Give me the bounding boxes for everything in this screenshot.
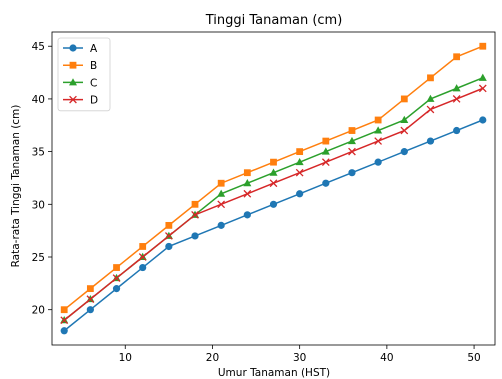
data-point: [112, 285, 121, 293]
data-point: [478, 84, 487, 93]
data-point: [400, 126, 409, 135]
data-point: [295, 157, 304, 166]
data-point: [217, 221, 225, 229]
data-point: [86, 285, 94, 293]
data-point: [270, 158, 277, 166]
data-point: [217, 189, 226, 197]
data-point: [269, 179, 278, 188]
data-point: [348, 147, 356, 156]
data-point: [165, 242, 173, 251]
data-point: [165, 221, 173, 229]
data-point: [164, 232, 173, 240]
data-point: [400, 95, 408, 103]
data-point: [322, 179, 330, 187]
x-tick-label: 40: [380, 352, 393, 364]
series-c: [60, 73, 487, 324]
x-tick-label: 10: [119, 352, 132, 364]
x-tick-label: 20: [206, 352, 219, 364]
data-point: [348, 169, 356, 177]
legend-label: D: [90, 95, 98, 107]
y-tick-label: 45: [32, 41, 45, 53]
data-point: [191, 200, 199, 208]
y-tick-label: 25: [32, 252, 45, 264]
axes-frame: [51, 31, 496, 346]
data-point: [426, 105, 435, 114]
x-tick-label: 50: [467, 352, 480, 364]
data-point: [243, 211, 251, 219]
data-point: [321, 147, 330, 155]
y-tick-label: 20: [32, 305, 45, 317]
data-point: [479, 42, 487, 50]
data-point: [452, 95, 461, 103]
data-point: [400, 115, 409, 123]
legend-label: A: [90, 43, 98, 55]
legend-item: C: [63, 77, 97, 89]
data-point: [269, 168, 278, 176]
data-point: [217, 200, 226, 209]
y-tick-label: 35: [32, 147, 45, 159]
data-point: [321, 158, 330, 167]
y-tick-label: 30: [32, 199, 45, 211]
legend-marker: [69, 44, 77, 52]
legend-frame: [57, 37, 111, 112]
legend-label: B: [90, 60, 97, 72]
data-point: [427, 74, 434, 82]
data-point: [426, 94, 435, 102]
data-point: [322, 137, 330, 145]
data-point: [374, 126, 383, 134]
data-point: [295, 168, 304, 177]
legend-item: A: [63, 43, 98, 55]
data-point: [191, 232, 199, 240]
legend-item: D: [63, 95, 98, 107]
data-point: [86, 295, 95, 304]
legend-marker: [69, 78, 77, 86]
data-point: [60, 306, 68, 314]
data-point: [426, 137, 435, 145]
data-point: [347, 136, 356, 145]
data-point: [374, 137, 383, 145]
data-point: [243, 179, 252, 187]
data-point: [138, 253, 147, 261]
data-point: [453, 126, 461, 135]
data-point: [139, 243, 147, 250]
data-point: [243, 169, 251, 177]
series-line: [63, 119, 484, 332]
chart-title: Tinggi Tanaman (cm): [205, 13, 343, 28]
y-axis-label: Rata-rata Tinggi Tanaman (cm): [10, 105, 22, 268]
legend-item: B: [63, 60, 97, 72]
data-point: [452, 84, 461, 92]
series-a: [60, 116, 487, 335]
data-point: [112, 274, 121, 282]
data-point: [296, 148, 304, 156]
data-point: [478, 73, 487, 81]
x-tick-label: 30: [293, 352, 306, 364]
data-point: [479, 116, 487, 124]
data-point: [348, 127, 356, 134]
data-point: [374, 116, 382, 124]
data-point: [139, 263, 147, 272]
data-point: [243, 189, 252, 198]
y-tick-label: 40: [32, 94, 45, 106]
data-point: [217, 179, 225, 187]
data-point: [269, 200, 278, 208]
data-point: [453, 53, 461, 61]
legend-marker: [69, 61, 77, 69]
data-point: [191, 210, 199, 219]
x-axis-label: Umur Tanaman (HST): [218, 367, 330, 379]
data-point: [113, 264, 120, 271]
data-point: [400, 148, 408, 156]
data-point: [60, 316, 69, 325]
data-point: [86, 306, 94, 314]
data-point: [60, 327, 68, 335]
series-d: [60, 84, 487, 325]
data-point: [296, 190, 304, 198]
series-b: [60, 42, 487, 314]
data-point: [374, 158, 382, 166]
legend-marker: [69, 95, 77, 104]
legend-label: C: [90, 77, 97, 89]
series-line: [63, 77, 484, 321]
